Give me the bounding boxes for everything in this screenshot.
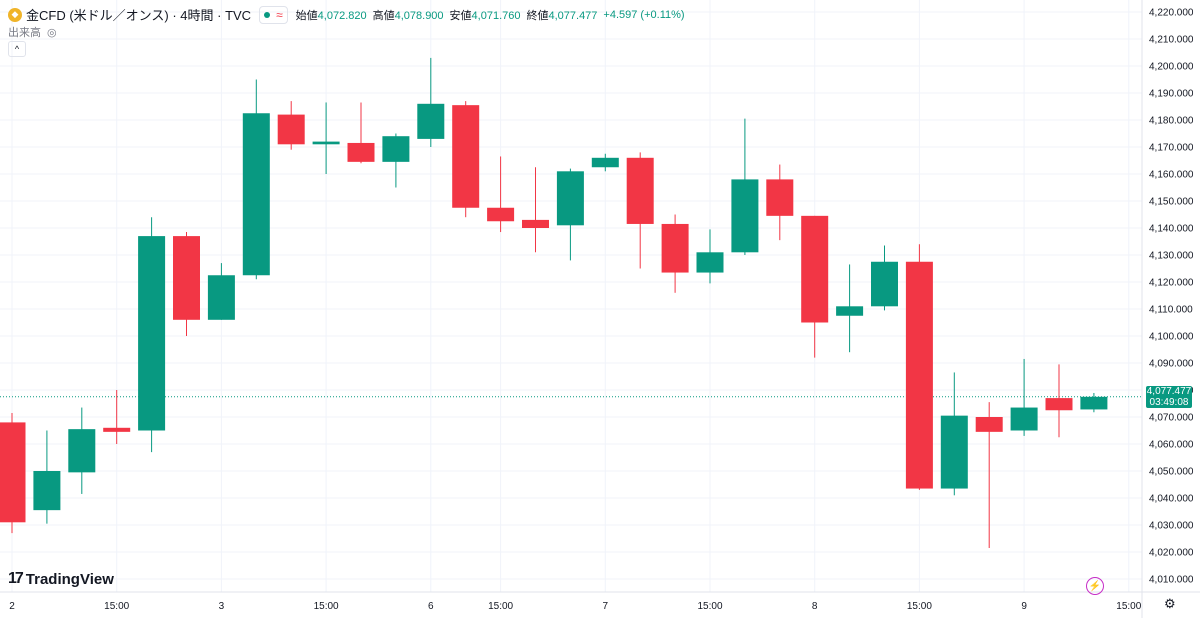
candle-body-up — [33, 471, 61, 511]
y-tick-label: 4,110.000 — [1149, 305, 1193, 316]
x-tick-label: 7 — [603, 601, 609, 612]
brand-name: TradingView — [25, 570, 114, 588]
candle-body-down — [347, 142, 375, 162]
y-tick-label: 4,160.000 — [1149, 170, 1194, 181]
volume-indicator[interactable]: 出来高 ◎ — [8, 24, 57, 40]
x-tick-label: 15:00 — [488, 601, 513, 612]
y-tick-label: 4,210.000 — [1149, 35, 1194, 46]
candle-body-up — [417, 103, 445, 139]
candle-body-down — [905, 261, 933, 489]
gold-coin-icon: ◆ — [8, 7, 22, 22]
current-price-tag: 4,077.477 03:49:08 — [1146, 385, 1192, 408]
candle-body-down — [277, 114, 305, 145]
y-tick-label: 4,150.000 — [1149, 197, 1194, 208]
candle-body-down — [452, 105, 480, 208]
y-tick-label: 4,090.000 — [1149, 359, 1194, 370]
candle-body-down — [0, 422, 26, 523]
y-tick-label: 4,030.000 — [1149, 521, 1194, 532]
candle-body-down — [1045, 398, 1073, 411]
ohlc-close: 終値4,077.477 — [526, 9, 598, 22]
candle-body-down — [661, 223, 689, 273]
candle-body-up — [940, 415, 968, 489]
candle-body-down — [626, 157, 654, 224]
eye-hidden-icon[interactable]: ◎ — [47, 26, 57, 39]
symbol-title[interactable]: 金CFD (米ドル／オンス) · 4時間 · TVC — [26, 8, 252, 23]
current-price: 4,077.477 — [1146, 385, 1192, 397]
y-tick-label: 4,200.000 — [1149, 62, 1194, 73]
tradingview-logo[interactable]: 17 TradingView — [8, 570, 114, 588]
candle-body-down — [766, 179, 794, 216]
y-tick-label: 4,070.000 — [1149, 413, 1194, 424]
y-tick-label: 4,060.000 — [1149, 440, 1194, 451]
y-tick-label: 4,050.000 — [1149, 467, 1194, 478]
candle-body-down — [173, 236, 200, 320]
ohlc-high: 高値4,078.900 — [372, 9, 444, 22]
y-tick-label: 4,180.000 — [1149, 116, 1194, 127]
candle-body-up — [556, 171, 584, 226]
candle-body-up — [138, 236, 166, 431]
y-tick-label: 4,040.000 — [1149, 494, 1194, 505]
gear-icon[interactable]: ⚙ — [1164, 596, 1176, 611]
candle-body-up — [312, 141, 340, 145]
x-tick-label: 3 — [219, 601, 225, 612]
x-tick-label: 15:00 — [697, 601, 722, 612]
candle-body-up — [731, 179, 759, 253]
candle-body-down — [103, 427, 131, 432]
y-tick-label: 4,170.000 — [1149, 143, 1194, 154]
y-tick-label: 4,120.000 — [1149, 278, 1194, 289]
x-tick-label: 6 — [428, 601, 434, 612]
candle-body-up — [242, 113, 270, 276]
tradingview-logo-icon: 17 — [8, 570, 24, 587]
market-open-dot-icon — [264, 11, 271, 18]
candle-body-down — [801, 215, 829, 323]
candle-body-up — [591, 157, 619, 168]
candle-body-down — [487, 207, 515, 222]
candle-body-up — [68, 429, 96, 473]
lightning-icon[interactable]: ⚡ — [1086, 577, 1104, 595]
candle-body-up — [382, 136, 410, 162]
x-tick-label: 15:00 — [1116, 601, 1141, 612]
x-tick-label: 8 — [812, 601, 818, 612]
candle-body-up — [207, 275, 235, 320]
y-tick-label: 4,140.000 — [1149, 224, 1194, 235]
y-tick-label: 4,190.000 — [1149, 89, 1194, 100]
candle-body-down — [522, 219, 549, 228]
x-tick-label: 15:00 — [907, 601, 932, 612]
collapse-legend-button[interactable]: ^ — [8, 41, 26, 57]
candle-body-down — [975, 417, 1003, 432]
y-tick-label: 4,010.000 — [1149, 575, 1194, 586]
candle-body-up — [1080, 396, 1108, 410]
y-tick-label: 4,100.000 — [1149, 332, 1194, 343]
approx-icon: ≈ — [276, 7, 283, 22]
candle-body-up — [871, 261, 898, 307]
candle-body-up — [696, 252, 724, 273]
price-change: +4.597 (+0.11%) — [603, 8, 685, 21]
x-tick-label: 2 — [9, 601, 15, 612]
x-tick-label: 15:00 — [104, 601, 129, 612]
volume-label: 出来高 — [8, 27, 41, 39]
candle-body-up — [836, 306, 864, 316]
y-tick-label: 4,130.000 — [1149, 251, 1194, 262]
x-tick-label: 9 — [1021, 601, 1027, 612]
ohlc-open: 始値4,072.820 — [295, 9, 367, 22]
y-tick-label: 4,220.000 — [1149, 8, 1194, 19]
chart-legend: ◆ 金CFD (米ドル／オンス) · 4時間 · TVC ≈ 始値4,072.8… — [8, 5, 689, 24]
ohlc-low: 安値4,071.760 — [449, 9, 521, 22]
bar-countdown: 03:49:08 — [1149, 396, 1189, 408]
candle-body-up — [1010, 407, 1038, 431]
y-tick-label: 4,020.000 — [1149, 548, 1194, 559]
market-status-pill[interactable]: ≈ — [259, 5, 288, 24]
x-tick-label: 15:00 — [314, 601, 339, 612]
